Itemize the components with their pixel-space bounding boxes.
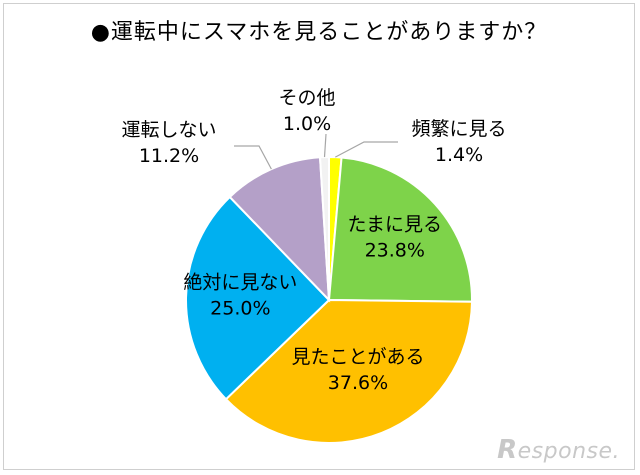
pie-slice: [185, 195, 331, 401]
chart-frame: ●運転中にスマホを見ることがありますか？ 頻繁に見る 1.4% たまに見る 23.8%…: [3, 3, 635, 470]
slice-label: 運転しない: [121, 119, 216, 141]
slice-label: 絶対に見ない: [183, 271, 297, 293]
chart-title: ●運転中にスマホを見ることがありますか？: [90, 20, 548, 45]
leader-line: [234, 145, 272, 170]
slice-percent: 23.8%: [365, 240, 425, 262]
pie-chart: 頻繁に見る 1.4% たまに見る 23.8% 見たことがある 37.6% 絶対に見ない 25.…: [121, 87, 507, 444]
slice-percent: 37.6%: [328, 372, 388, 394]
slice-percent: 1.0%: [283, 113, 331, 135]
slice-label: 頻繁に見る: [411, 118, 506, 140]
slice-percent: 1.4%: [435, 144, 483, 166]
slice-label: たまに見る: [348, 214, 442, 236]
pie-slice: [228, 156, 331, 303]
leader-line: [323, 133, 327, 158]
slice-label: その他: [278, 87, 335, 109]
leader-line: [335, 141, 398, 158]
slice-percent: 11.2%: [139, 145, 199, 167]
pie-slice: [224, 298, 474, 444]
response-watermark: Response.: [497, 435, 620, 465]
slice-percent: 25.0%: [210, 297, 270, 319]
slice-label: 見たことがある: [291, 346, 424, 368]
pie-slice: [327, 156, 473, 303]
